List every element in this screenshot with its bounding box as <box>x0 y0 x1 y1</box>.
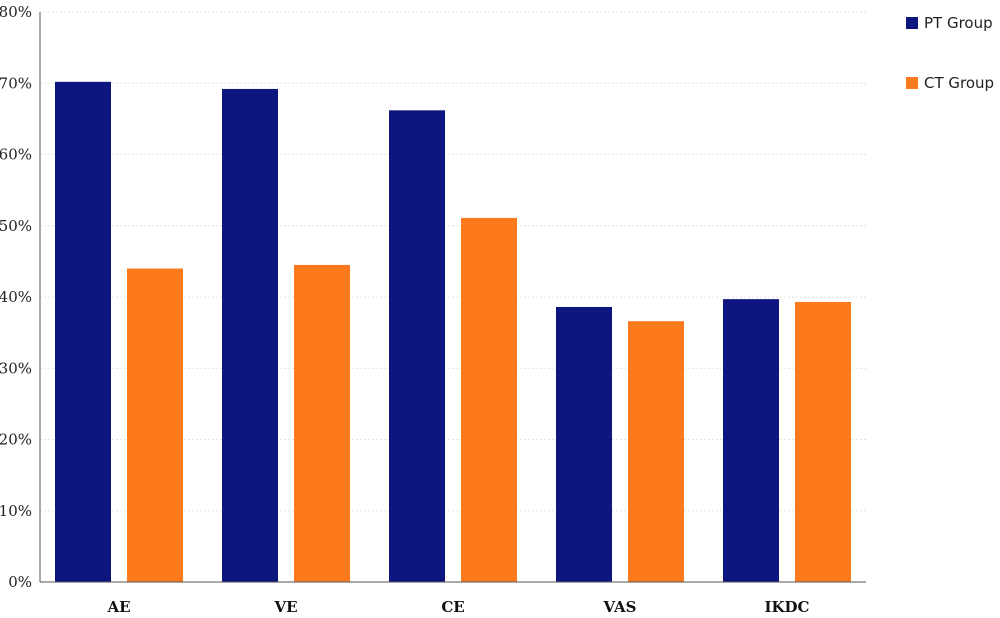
bar-ct-group-ve <box>294 264 350 582</box>
y-tick-label: 60% <box>0 146 32 164</box>
bar-pt-group-vas <box>556 306 612 582</box>
y-tick-label: 80% <box>0 3 32 21</box>
x-tick-label: AE <box>106 598 130 616</box>
y-tick-label: 40% <box>0 288 32 306</box>
y-tick-label: 10% <box>0 502 32 520</box>
bar-pt-group-ikdc <box>723 299 779 582</box>
legend-label: CT Group <box>924 74 994 92</box>
x-tick-label: VE <box>273 598 297 616</box>
y-tick-label: 0% <box>8 573 32 591</box>
bar-ct-group-ikdc <box>795 301 851 582</box>
y-tick-label: 70% <box>0 74 32 92</box>
bar-pt-group-ce <box>389 110 445 582</box>
y-tick-label: 20% <box>0 431 32 449</box>
x-tick-label: VAS <box>603 598 637 616</box>
y-tick-label: 50% <box>0 217 32 235</box>
y-tick-label: 30% <box>0 359 32 377</box>
x-tick-label: IKDC <box>765 598 810 616</box>
legend-swatch <box>906 77 918 89</box>
x-axis-ticks: AE VE CE VAS IKDC <box>106 598 809 616</box>
legend: PT Group CT Group <box>906 14 994 92</box>
bar-pt-group-ve <box>222 88 278 582</box>
bar-ct-group-ae <box>127 268 183 582</box>
y-axis-ticks: 0% 10% 20% 30% 40% 50% 60% 70% 80% <box>0 3 32 591</box>
bar-pt-group-ae <box>55 81 111 582</box>
bar-ct-group-vas <box>628 321 684 582</box>
legend-swatch <box>906 17 918 29</box>
x-tick-label: CE <box>441 598 464 616</box>
bars <box>55 81 851 582</box>
bar-ct-group-ce <box>461 217 517 582</box>
legend-label: PT Group <box>924 14 993 32</box>
